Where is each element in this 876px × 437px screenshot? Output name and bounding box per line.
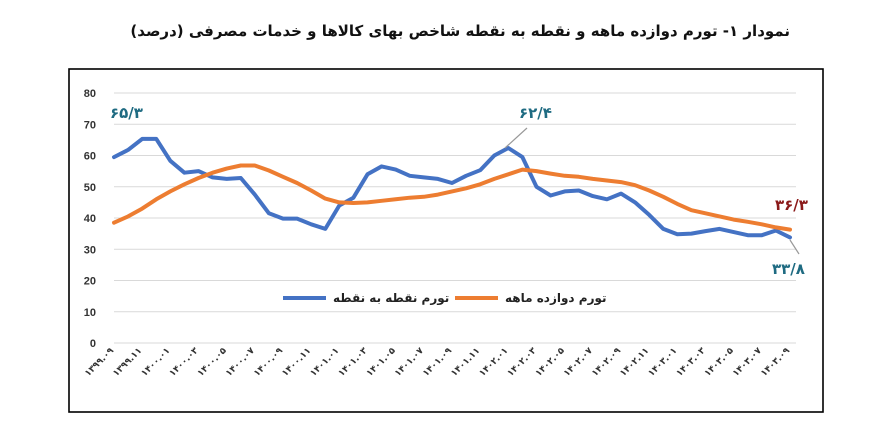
annotation-blue-peak: ۶۲/۴ [519,104,552,122]
x-tick-label: ۱۴۰۳.۰۳ [675,346,708,379]
x-tick-label: ۱۴۰۳.۰۹ [759,346,792,379]
y-tick-label: 70 [84,119,96,131]
y-tick-label: 30 [84,244,96,256]
x-tick-label: ۱۴۰۱.۰۷ [393,346,426,379]
chart-frame [68,68,824,413]
x-tick-label: ۱۴۰۰.۰۵ [196,346,229,379]
x-tick-label: ۱۴۰۰.۰۳ [168,346,201,379]
x-tick-label: ۱۴۰۰.۱۱ [280,346,313,379]
x-tick-label: ۱۴۰۲.۰۹ [590,346,623,379]
x-tick-label: ۱۴۰۰.۰۷ [224,346,257,379]
x-tick-label: ۱۴۰۱.۰۵ [365,346,398,379]
x-tick-label: ۱۳۹۹.۱۱ [111,346,144,379]
y-tick-label: 20 [84,276,96,288]
series-lines [112,136,792,240]
annotation-blue-end: ۳۳/۸ [772,260,805,278]
x-tick-label: ۱۳۹۹.۰۹ [83,346,116,379]
x-tick-label: ۱۴۰۳.۰۷ [731,346,764,379]
chart-title: نمودار ۱- تورم دوازده ماهه و نقطه به نقط… [130,22,790,40]
x-tick-label: ۱۴۰۱.۰۱ [309,346,342,379]
y-axis-ticks: 0 10 20 30 40 50 60 70 80 [84,88,96,350]
x-tick-label: ۱۴۰۰.۰۹ [252,346,285,379]
y-tick-label: 60 [84,151,96,163]
y-tick-label: 40 [84,213,96,225]
series-line-point-to-point [112,136,792,240]
y-tick-label: 80 [84,88,96,100]
x-tick-label: ۱۴۰۲.۰۳ [506,346,539,379]
y-tick-label: 50 [84,182,96,194]
x-tick-label: ۱۴۰۲.۰۷ [562,346,595,379]
x-tick-label: ۱۴۰۳.۰۱ [647,346,680,379]
annotation-orange-end: ۳۶/۳ [775,196,808,214]
legend-label-point: تورم نقطه به نقطه [333,291,449,306]
legend: تورم نقطه به نقطه تورم دوازده ماهه [283,291,607,306]
x-tick-label: ۱۴۰۲.۰۵ [534,346,567,379]
annotation-leader-end [789,239,800,255]
x-tick-label: ۱۴۰۳.۰۵ [703,346,736,379]
gridlines [114,92,796,344]
x-tick-label: ۱۴۰۱.۰۹ [421,346,454,379]
x-tick-label: ۱۴۰۲.۰۱ [478,346,511,379]
series-line-annual [112,163,792,232]
annotations: ۶۵/۳ ۶۲/۴ ۳۶/۳ ۳۳/۸ [110,104,808,278]
y-tick-label: 10 [84,307,96,319]
x-tick-label: ۱۴۰۱.۱۱ [449,346,482,379]
x-tick-label: ۱۴۰۱.۰۳ [337,346,370,379]
annotation-leader-peak [504,127,528,149]
y-tick-label: 0 [90,338,96,350]
x-axis-ticks: ۱۳۹۹.۰۹۱۳۹۹.۱۱۱۴۰۰.۰۱۱۴۰۰.۰۳۱۴۰۰.۰۵۱۴۰۰.… [83,346,792,379]
legend-label-annual: تورم دوازده ماهه [505,291,607,306]
x-tick-label: ۱۴۰۲.۱۱ [618,346,651,379]
annotation-blue-start: ۶۵/۳ [110,104,143,122]
x-tick-label: ۱۴۰۰.۰۱ [140,346,173,379]
